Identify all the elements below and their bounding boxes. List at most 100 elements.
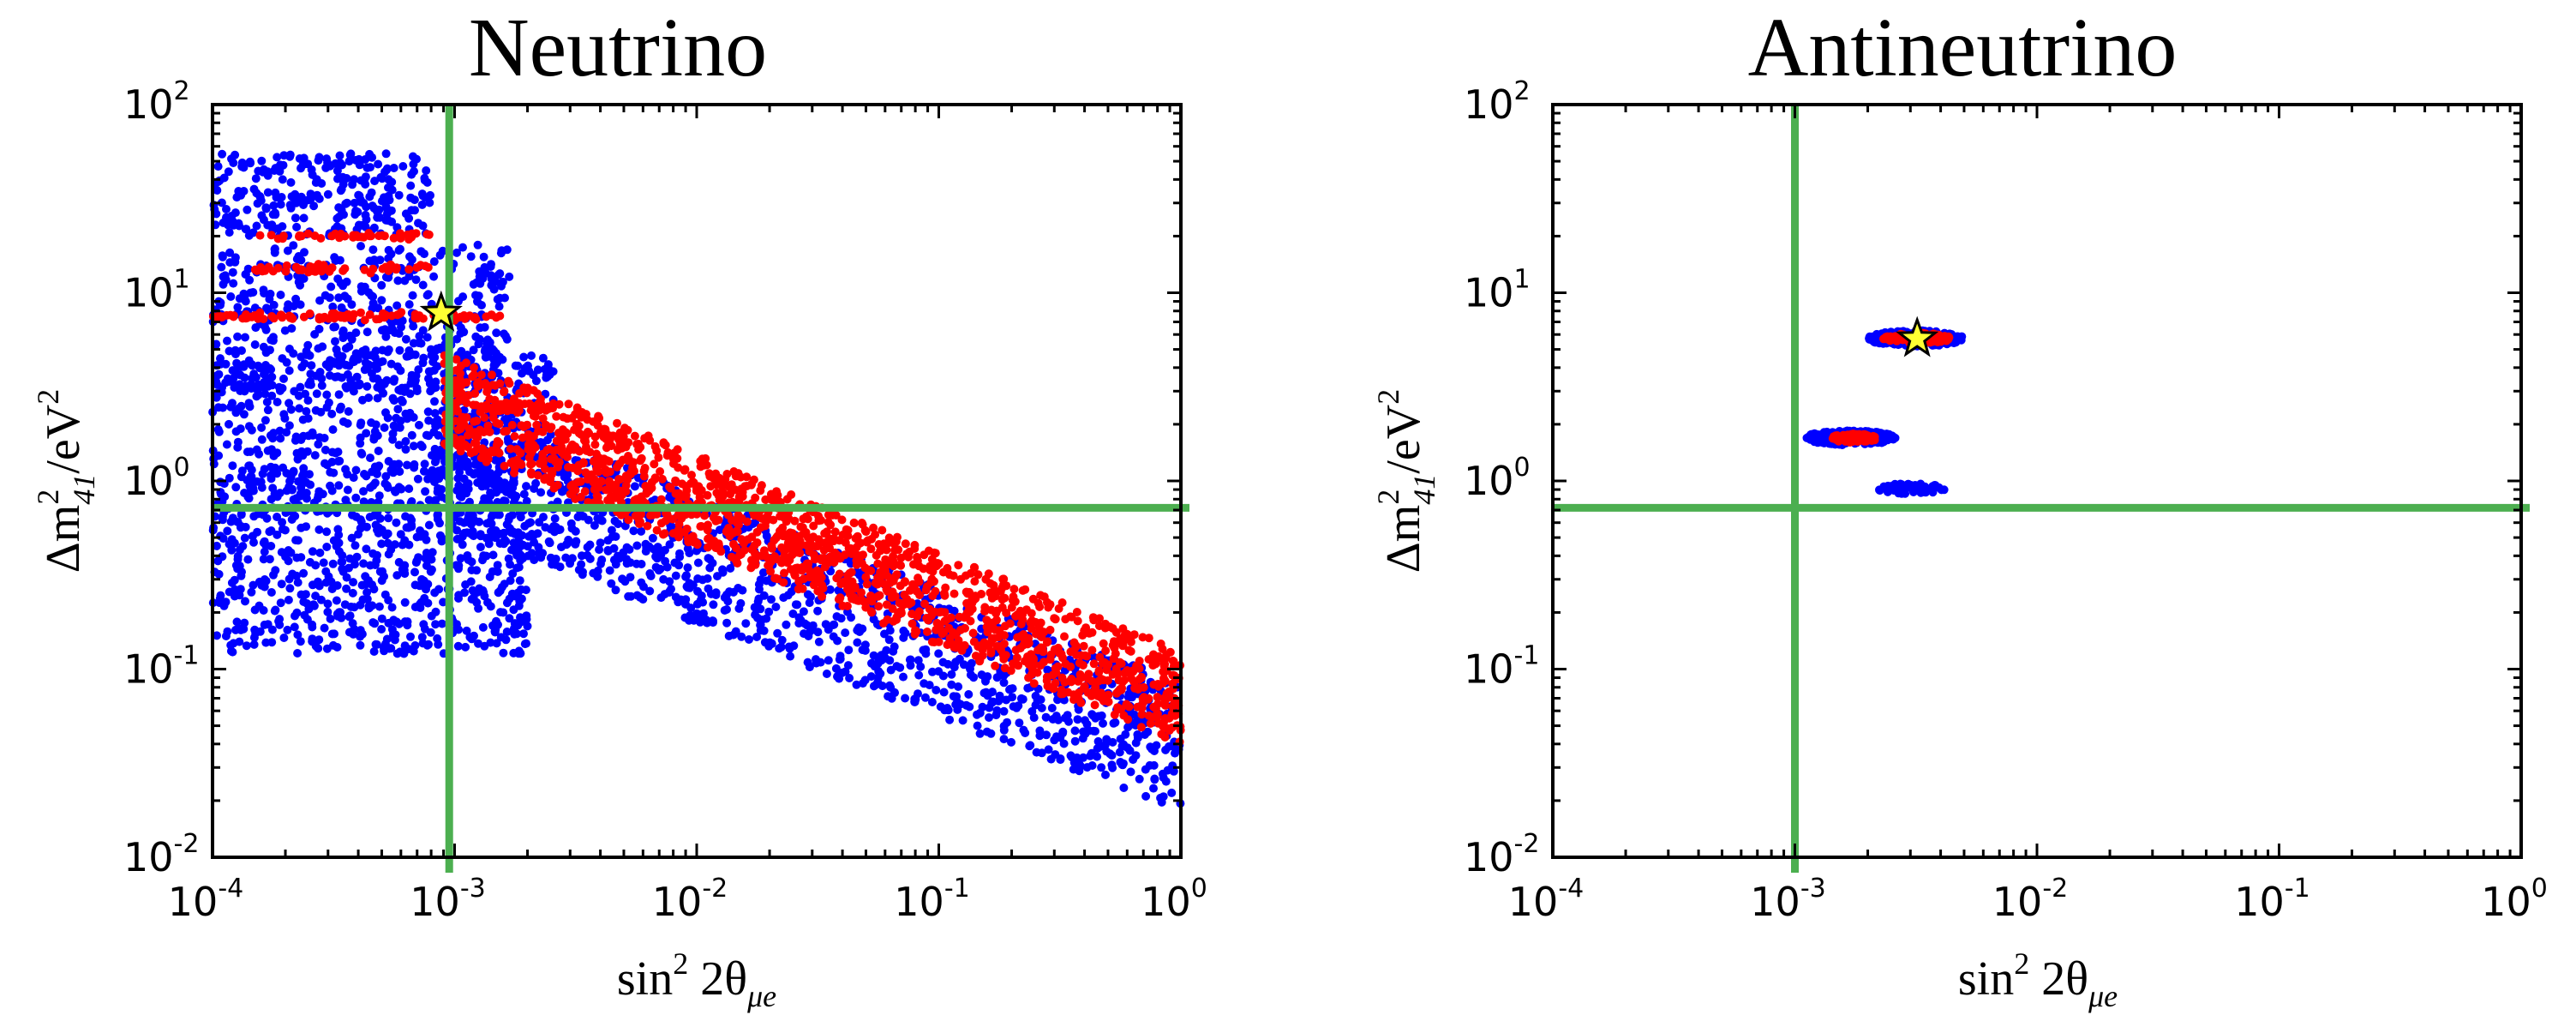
scatter-point (357, 629, 367, 639)
scatter-point (1149, 650, 1158, 659)
scatter-point (337, 557, 346, 567)
scatter-point (275, 426, 285, 435)
scatter-point (1008, 684, 1017, 694)
scatter-point (454, 461, 464, 471)
scatter-point (354, 530, 362, 539)
scatter-point (227, 578, 237, 587)
scatter-point (645, 586, 655, 596)
scatter-point (467, 530, 476, 539)
scatter-point (728, 587, 738, 597)
scatter-point (362, 381, 372, 391)
scatter-point (380, 590, 390, 599)
scatter-point (439, 598, 448, 607)
scatter-point (500, 293, 509, 303)
scatter-point (509, 477, 518, 486)
scatter-point (940, 591, 950, 600)
scatter-point (524, 453, 534, 462)
scatter-point (422, 230, 432, 239)
scatter-point (1157, 797, 1166, 807)
scatter-point (402, 523, 411, 532)
scatter-point (374, 491, 384, 501)
scatter-point (498, 277, 507, 286)
scatter-point (368, 298, 378, 308)
scatter-point (909, 583, 919, 592)
scatter-point (351, 328, 361, 338)
scatter-point (628, 463, 638, 472)
scatter-point (400, 598, 410, 607)
scatter-point (501, 537, 511, 546)
scatter-point (499, 387, 508, 397)
scatter-point (506, 576, 515, 586)
scatter-point (847, 613, 856, 622)
scatter-point (647, 477, 656, 487)
scatter-point (680, 613, 690, 622)
scatter-point (387, 603, 397, 612)
scatter-point (365, 192, 374, 201)
scatter-point (382, 481, 392, 490)
scatter-point (1069, 765, 1078, 774)
scatter-point (830, 620, 839, 629)
scatter-point (524, 532, 533, 541)
scatter-point (888, 575, 897, 584)
scatter-point (1089, 659, 1099, 669)
scatter-point (315, 194, 324, 203)
scatter-point (286, 203, 296, 213)
scatter-point (303, 396, 313, 405)
scatter-point (885, 681, 895, 690)
scatter-point (713, 572, 722, 581)
scatter-point (410, 313, 420, 322)
scatter-point (953, 705, 962, 714)
scatter-point (1086, 751, 1095, 760)
scatter-point (223, 220, 232, 230)
scatter-point (964, 690, 973, 699)
scatter-point (252, 445, 261, 454)
scatter-point (405, 389, 415, 399)
scatter-point (799, 514, 808, 524)
scatter-point (1046, 650, 1056, 659)
scatter-point (431, 620, 440, 629)
scatter-point (453, 441, 463, 450)
scatter-point (1026, 618, 1035, 628)
scatter-point (347, 533, 356, 543)
scatter-point (249, 633, 259, 642)
scatter-point (1124, 702, 1134, 712)
scatter-point (772, 555, 782, 564)
scatter-point (787, 587, 796, 597)
scatter-point (510, 629, 519, 639)
scatter-point (489, 285, 499, 294)
scatter-point (425, 198, 434, 207)
scatter-point (362, 588, 372, 597)
scatter-point (1081, 628, 1090, 638)
scatter-point (530, 538, 539, 547)
scatter-point (351, 493, 361, 502)
scatter-point (1131, 738, 1141, 748)
scatter-point (675, 552, 685, 562)
scatter-point (520, 521, 530, 531)
scatter-point (736, 598, 746, 608)
scatter-point (413, 474, 422, 483)
scatter-point (410, 580, 420, 590)
scatter-point (241, 297, 250, 306)
scatter-point (474, 339, 483, 349)
scatter-point (367, 351, 376, 360)
scatter-point (954, 682, 963, 691)
scatter-point (819, 545, 829, 555)
scatter-point (727, 552, 736, 562)
scatter-point (831, 664, 841, 673)
scatter-point (424, 520, 434, 530)
scatter-point (755, 585, 764, 594)
scatter-point (249, 369, 259, 379)
scatter-point (1117, 705, 1126, 714)
scatter-point (764, 561, 773, 570)
scatter-point (243, 205, 252, 214)
scatter-point (368, 264, 378, 273)
scatter-point (927, 698, 937, 706)
scatter-point (590, 521, 599, 530)
scatter-point (711, 469, 721, 478)
scatter-point (896, 553, 906, 562)
scatter-point (1110, 644, 1119, 652)
scatter-point (407, 370, 416, 380)
scatter-point (262, 398, 272, 406)
scatter-point (650, 459, 659, 469)
scatter-point (386, 465, 396, 475)
